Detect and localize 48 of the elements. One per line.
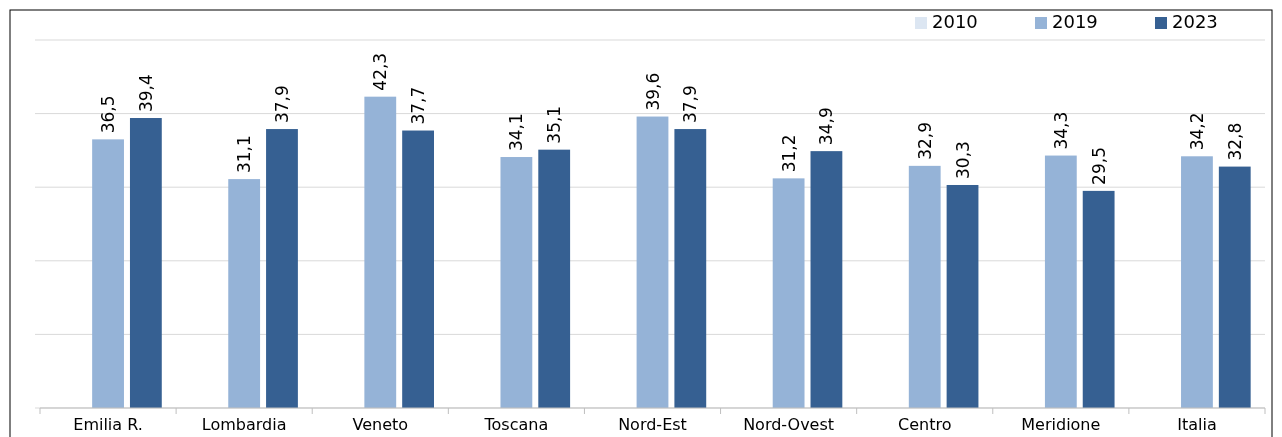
- data-label: 29,5: [1088, 147, 1109, 185]
- data-label: 34,1: [506, 113, 527, 152]
- data-label: 36,5: [98, 95, 119, 134]
- data-label: 35,1: [544, 105, 565, 144]
- x-tick-label: Nord-Ovest: [743, 415, 835, 434]
- x-tick-label: Emilia R.: [73, 415, 143, 434]
- bar: [129, 118, 162, 408]
- x-tick-label: Toscana: [483, 415, 549, 434]
- data-label: 32,8: [1224, 122, 1245, 161]
- bar: [402, 130, 434, 408]
- x-tick-label: Lombardia: [201, 415, 287, 434]
- bar: [1181, 156, 1213, 408]
- data-label: 39,6: [642, 72, 663, 111]
- bar: [1082, 190, 1115, 408]
- bar: [92, 139, 124, 408]
- data-label: 34,3: [1050, 111, 1071, 150]
- data-label: 30,3: [952, 141, 973, 179]
- legend-label: 2019: [1052, 11, 1098, 32]
- legend-label: 2023: [1172, 11, 1218, 32]
- bar: [266, 129, 298, 408]
- x-tick-label: Nord-Est: [618, 415, 687, 434]
- data-label: 37,9: [680, 85, 701, 124]
- bar: [500, 157, 533, 408]
- data-label: 31,1: [234, 135, 255, 174]
- bar: [946, 184, 979, 408]
- data-label: 37,9: [271, 85, 292, 124]
- bar: [364, 96, 397, 408]
- x-tick-label: Italia: [1177, 415, 1217, 434]
- data-label: 31,2: [778, 134, 799, 173]
- bar: [1218, 166, 1251, 408]
- bar: [674, 129, 707, 408]
- bar: [636, 116, 669, 408]
- x-tick-label: Veneto: [352, 415, 409, 434]
- x-tick-label: Centro: [898, 415, 952, 434]
- bar: [810, 151, 843, 408]
- data-label: 34,2: [1186, 112, 1207, 151]
- x-tick-label: Meridione: [1021, 415, 1101, 434]
- bar: [772, 178, 805, 408]
- legend-label: 2010: [932, 11, 978, 32]
- data-label: 42,3: [370, 52, 391, 91]
- bar: [538, 149, 571, 408]
- bar: [228, 179, 261, 408]
- data-label: 39,4: [135, 74, 156, 113]
- data-label: 32,9: [914, 122, 935, 160]
- data-label: 37,7: [408, 86, 429, 125]
- bar: [908, 165, 941, 408]
- data-label: 34,9: [816, 107, 837, 146]
- bar: [1044, 155, 1077, 408]
